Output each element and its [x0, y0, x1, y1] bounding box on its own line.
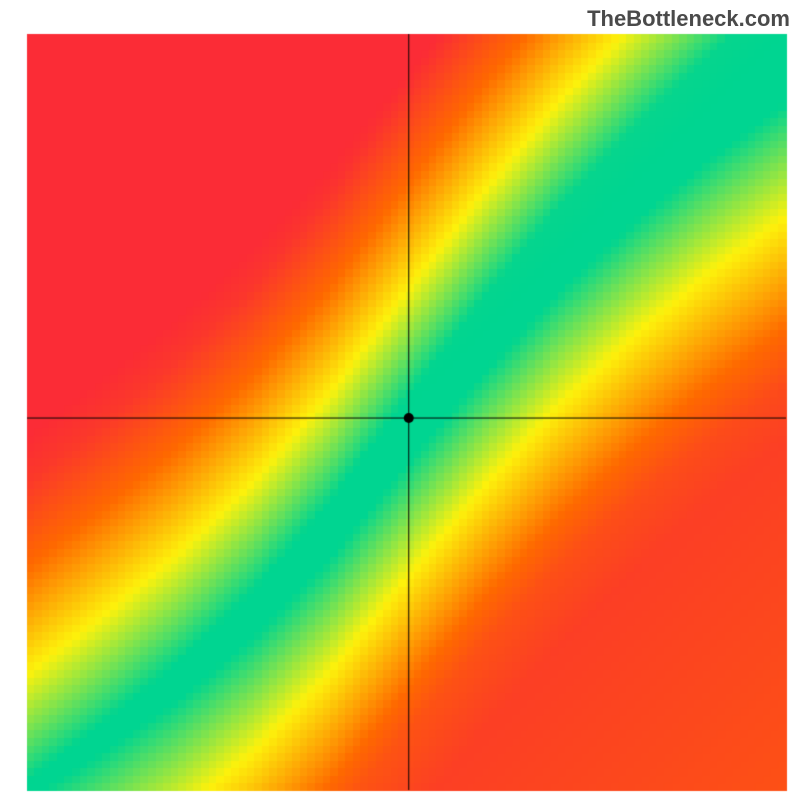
watermark-text: TheBottleneck.com — [587, 6, 790, 32]
bottleneck-heatmap — [0, 0, 800, 800]
